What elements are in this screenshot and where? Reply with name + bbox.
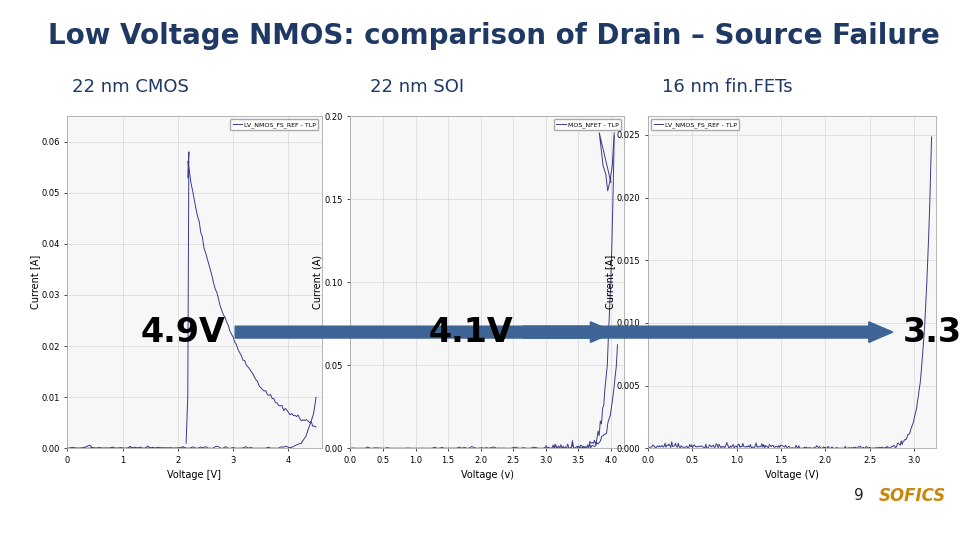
FancyArrow shape [523, 322, 893, 342]
Legend: LV_NMOS_FS_REF - TLP: LV_NMOS_FS_REF - TLP [651, 119, 739, 130]
Text: Low Voltage NMOS: comparison of Drain – Source Failure: Low Voltage NMOS: comparison of Drain – … [48, 22, 940, 50]
Text: SOFICS: SOFICS [878, 487, 946, 505]
Text: 22 nm CMOS: 22 nm CMOS [72, 78, 189, 96]
Text: 4.1V: 4.1V [429, 315, 514, 349]
Text: 3.3V: 3.3V [902, 315, 960, 349]
X-axis label: Voltage (V): Voltage (V) [765, 470, 819, 481]
X-axis label: Voltage [V]: Voltage [V] [167, 470, 222, 481]
Text: SOFICS © 2020 Proprietary & Confidential: SOFICS © 2020 Proprietary & Confidential [9, 490, 215, 500]
Text: 9: 9 [854, 488, 864, 503]
Y-axis label: Current (A): Current (A) [313, 255, 323, 309]
FancyArrow shape [235, 322, 614, 342]
Text: 16 nm fin.FETs: 16 nm fin.FETs [662, 78, 793, 96]
X-axis label: Voltage (v): Voltage (v) [461, 470, 514, 481]
Text: 22 nm SOI: 22 nm SOI [370, 78, 464, 96]
Legend: MOS_NFET - TLP: MOS_NFET - TLP [554, 119, 621, 130]
Legend: LV_NMOS_FS_REF - TLP: LV_NMOS_FS_REF - TLP [230, 119, 319, 130]
Y-axis label: Current [A]: Current [A] [606, 255, 615, 309]
Text: 4.9V: 4.9V [141, 315, 226, 349]
Y-axis label: Current [A]: Current [A] [30, 255, 39, 309]
